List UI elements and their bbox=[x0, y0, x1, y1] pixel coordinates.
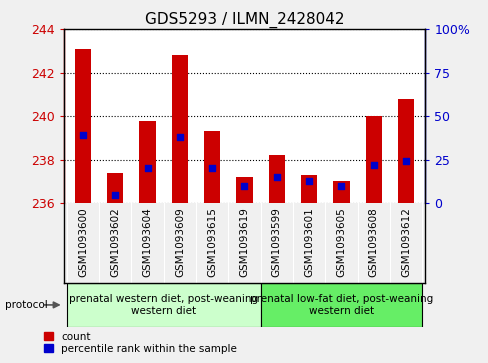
Bar bbox=[107, 173, 123, 203]
Point bbox=[305, 178, 312, 184]
Bar bbox=[397, 99, 413, 203]
Text: GSM1093601: GSM1093601 bbox=[304, 207, 313, 277]
Point bbox=[208, 166, 216, 171]
Text: GSM1093599: GSM1093599 bbox=[271, 207, 281, 277]
Text: GSM1093609: GSM1093609 bbox=[175, 207, 184, 277]
Text: GSM1093608: GSM1093608 bbox=[368, 207, 378, 277]
Bar bbox=[236, 177, 252, 203]
Bar bbox=[203, 131, 220, 203]
Bar bbox=[365, 116, 381, 203]
Point bbox=[143, 166, 151, 171]
Title: GDS5293 / ILMN_2428042: GDS5293 / ILMN_2428042 bbox=[144, 12, 344, 28]
Text: GSM1093612: GSM1093612 bbox=[400, 207, 410, 277]
Point bbox=[401, 159, 409, 164]
Legend: count, percentile rank within the sample: count, percentile rank within the sample bbox=[44, 332, 236, 354]
Text: GSM1093602: GSM1093602 bbox=[110, 207, 120, 277]
Text: GSM1093600: GSM1093600 bbox=[78, 207, 88, 277]
Bar bbox=[268, 155, 285, 203]
Point bbox=[176, 134, 183, 140]
Text: protocol: protocol bbox=[5, 300, 47, 310]
Text: GSM1093619: GSM1093619 bbox=[239, 207, 249, 277]
Point bbox=[337, 183, 345, 189]
Bar bbox=[333, 182, 349, 203]
Point bbox=[79, 132, 87, 138]
Bar bbox=[301, 175, 317, 203]
Text: GSM1093615: GSM1093615 bbox=[207, 207, 217, 277]
FancyBboxPatch shape bbox=[260, 283, 421, 327]
Text: GSM1093605: GSM1093605 bbox=[336, 207, 346, 277]
FancyBboxPatch shape bbox=[67, 283, 260, 327]
Point bbox=[272, 174, 280, 180]
Bar bbox=[139, 121, 155, 203]
Text: GSM1093604: GSM1093604 bbox=[142, 207, 152, 277]
Bar bbox=[75, 49, 91, 203]
Point bbox=[369, 162, 377, 168]
Text: prenatal western diet, post-weaning
western diet: prenatal western diet, post-weaning west… bbox=[69, 294, 258, 316]
Bar bbox=[171, 55, 187, 203]
Point bbox=[111, 192, 119, 197]
Point bbox=[240, 183, 248, 189]
Text: prenatal low-fat diet, post-weaning
western diet: prenatal low-fat diet, post-weaning west… bbox=[249, 294, 432, 316]
